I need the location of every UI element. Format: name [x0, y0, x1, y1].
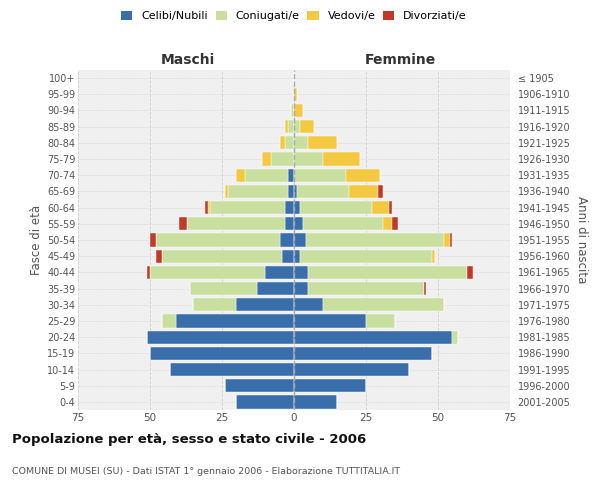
Bar	[286, 136, 294, 149]
Bar	[288, 168, 294, 182]
Bar	[372, 201, 389, 214]
Bar	[161, 314, 176, 328]
Bar	[467, 266, 473, 279]
Bar	[236, 298, 294, 312]
Bar	[286, 217, 294, 230]
Bar	[424, 282, 427, 295]
Bar	[288, 185, 294, 198]
Bar	[305, 234, 444, 246]
Bar	[150, 234, 156, 246]
Bar	[286, 120, 288, 134]
Bar	[294, 152, 323, 166]
Bar	[205, 201, 208, 214]
Bar	[377, 185, 383, 198]
Bar	[161, 250, 283, 263]
Bar	[280, 136, 286, 149]
Bar	[208, 201, 211, 214]
Bar	[179, 217, 187, 230]
Bar	[294, 217, 302, 230]
Bar	[432, 250, 435, 263]
Bar	[257, 282, 294, 295]
Bar	[265, 266, 294, 279]
Bar	[291, 104, 294, 117]
Bar	[170, 363, 294, 376]
Bar	[294, 266, 308, 279]
Bar	[323, 298, 444, 312]
Bar	[225, 185, 228, 198]
Bar	[147, 266, 150, 279]
Bar	[349, 185, 377, 198]
Bar	[294, 330, 452, 344]
Bar	[236, 396, 294, 408]
Bar	[294, 314, 366, 328]
Bar	[236, 168, 245, 182]
Bar	[156, 250, 161, 263]
Bar	[286, 201, 294, 214]
Text: Maschi: Maschi	[160, 53, 215, 67]
Bar	[308, 136, 337, 149]
Bar	[294, 282, 308, 295]
Bar	[389, 201, 392, 214]
Bar	[294, 88, 297, 101]
Bar	[294, 185, 297, 198]
Bar	[300, 120, 314, 134]
Bar	[228, 185, 288, 198]
Bar	[300, 250, 432, 263]
Bar	[444, 234, 449, 246]
Bar	[262, 152, 271, 166]
Bar	[294, 136, 308, 149]
Legend: Celibi/Nubili, Coniugati/e, Vedovi/e, Divorziati/e: Celibi/Nubili, Coniugati/e, Vedovi/e, Di…	[121, 10, 467, 21]
Bar	[294, 379, 366, 392]
Y-axis label: Fasce di età: Fasce di età	[29, 205, 43, 275]
Bar	[346, 168, 380, 182]
Bar	[271, 152, 294, 166]
Bar	[187, 217, 286, 230]
Bar	[300, 201, 372, 214]
Bar	[294, 346, 432, 360]
Bar	[294, 234, 305, 246]
Bar	[383, 217, 392, 230]
Bar	[156, 234, 280, 246]
Bar	[190, 282, 257, 295]
Bar	[392, 217, 398, 230]
Bar	[323, 152, 360, 166]
Bar	[225, 379, 294, 392]
Bar	[294, 363, 409, 376]
Bar	[366, 314, 395, 328]
Bar	[150, 266, 265, 279]
Bar	[147, 330, 294, 344]
Bar	[193, 298, 236, 312]
Bar	[294, 104, 302, 117]
Bar	[452, 330, 458, 344]
Bar	[283, 250, 294, 263]
Text: COMUNE DI MUSEI (SU) - Dati ISTAT 1° gennaio 2006 - Elaborazione TUTTITALIA.IT: COMUNE DI MUSEI (SU) - Dati ISTAT 1° gen…	[12, 468, 400, 476]
Bar	[294, 120, 300, 134]
Bar	[294, 250, 300, 263]
Bar	[308, 282, 424, 295]
Bar	[294, 201, 300, 214]
Text: Popolazione per età, sesso e stato civile - 2006: Popolazione per età, sesso e stato civil…	[12, 432, 366, 446]
Bar	[294, 168, 346, 182]
Text: Femmine: Femmine	[365, 53, 436, 67]
Bar	[245, 168, 288, 182]
Bar	[297, 185, 349, 198]
Bar	[280, 234, 294, 246]
Bar	[176, 314, 294, 328]
Bar	[302, 217, 383, 230]
Bar	[211, 201, 286, 214]
Bar	[288, 120, 294, 134]
Bar	[449, 234, 452, 246]
Y-axis label: Anni di nascita: Anni di nascita	[575, 196, 587, 284]
Bar	[294, 298, 323, 312]
Bar	[294, 396, 337, 408]
Bar	[308, 266, 467, 279]
Bar	[150, 346, 294, 360]
